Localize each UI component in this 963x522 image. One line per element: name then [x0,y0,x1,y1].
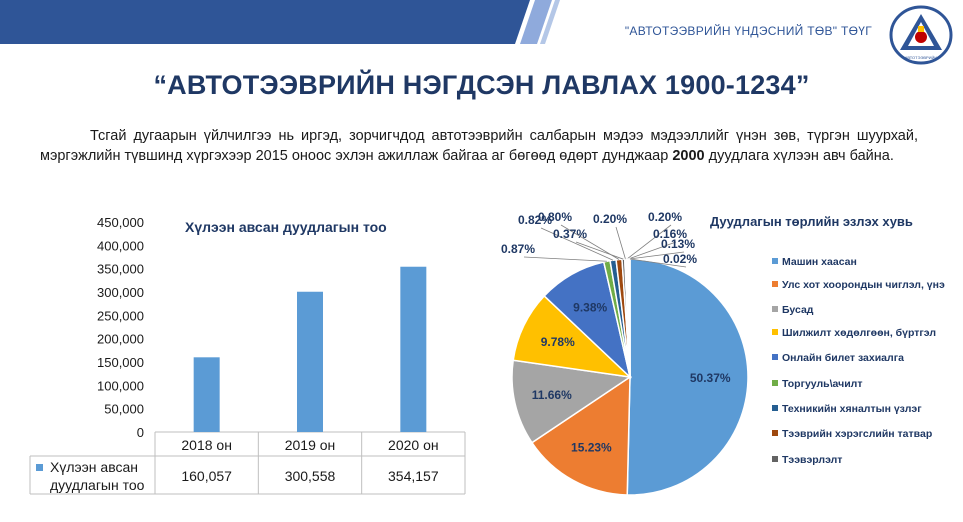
pie-legend-item: Техникийн хяналтын үзлэг [772,403,947,415]
pie-legend-swatch [772,258,778,264]
pie-slice-label: 0.16% [653,227,687,241]
pie-leader-line [615,226,626,260]
pie-slice [626,258,749,496]
pie-legend-swatch [772,306,778,312]
table-value: 354,157 [388,468,439,484]
series-legend-swatch [36,464,43,471]
intro-text-after: дуудлага хүлээн авч байна. [704,148,894,164]
bar [193,357,220,432]
pie-legend-swatch [772,329,778,335]
x-category-label: 2020 он [388,437,439,453]
pie-chart: 50.37%15.23%11.66%9.78%9.38%0.87%0.82%0.… [501,210,749,496]
header-bands [0,0,560,44]
series-legend-label: Хүлээн авсан [50,459,138,475]
y-tick-label: 350,000 [97,262,144,277]
pie-legend-item: Торгууль\ачилт [772,378,947,390]
pie-legend-item: Тээврийн хэрэгслийн татвар [772,428,947,440]
y-tick-label: 250,000 [97,308,144,323]
pie-legend-swatch [772,354,778,360]
table-value: 160,057 [181,468,232,484]
pie-slice [511,359,633,444]
pie-slice-label: 11.66% [532,388,572,402]
pie-legend-label: Онлайн билет захиалга [782,352,904,364]
pie-legend-swatch [772,405,778,411]
pie-slice-label: 0.13% [661,237,695,251]
pie-slice-label: 0.87% [501,242,535,256]
pie-legend-item: Тээвэрлэлт [772,454,947,466]
intro-highlight: 2000 [672,148,705,164]
pie-legend-item: Улс хот хоорондын чиглэл, үнэ [772,279,947,291]
header-band-light-2 [540,0,560,44]
bar [297,291,323,432]
table-value: 300,558 [285,468,336,484]
pie-legend-label: Шилжилт хөдөлгөөн, бүртгэл [782,327,937,339]
pie-slice-label: 0.20% [593,212,627,226]
pie-legend-swatch [772,281,778,287]
pie-legend-label: Торгууль\ачилт [782,378,863,390]
page-title: “АВТОТЭЭВРИЙН НЭГДСЭН ЛАВЛАХ 1900-1234” [153,70,810,100]
pie-slice [512,294,633,379]
pie-slice-label: 0.20% [648,210,682,224]
pie-slice-label: 0.82% [518,213,552,227]
y-tick-label: 50,000 [104,402,144,417]
pie-chart-title: Дуудлагын төрлийн эзлэх хувь [710,214,913,229]
y-tick-label: 400,000 [97,238,144,253]
org-name: "АВТОТЭЭВРИЙН ҮНДЭСНИЙ ТӨВ" ТӨҮГ [624,24,872,38]
bar [400,266,427,432]
series-legend-label: дуудлагын тоо [50,477,145,493]
pie-slice-label: 0.02% [663,252,697,266]
pie-slice-label: 0.37% [553,227,587,241]
x-category-label: 2019 он [285,437,336,453]
pie-slice-label: 15.23% [571,440,612,454]
intro-text-before: Тсгай дугаарын үйлчилгээ нь иргэд, зорчи… [40,128,918,164]
pie-legend-label: Тээвэрлэлт [782,454,843,466]
pie-slice-label: 9.78% [541,335,575,349]
y-tick-label: 150,000 [97,355,144,370]
logo-text: АВТОТЭЭВРИЙН [905,55,938,60]
y-tick-label: 450,000 [97,215,144,230]
pie-legend-label: Техникийн хяналтын үзлэг [782,403,922,415]
pie-legend-label: Улс хот хоорондын чиглэл, үнэ [782,279,945,291]
intro-paragraph: Тсгай дугаарын үйлчилгээ нь иргэд, зорчи… [40,126,918,166]
header-band-dark [0,0,530,44]
pie-leader-line [626,224,672,260]
pie-leader-line [629,258,687,268]
pie-slice [530,375,631,496]
bar-chart-title: Хүлээн авсан дуудлагын тоо [185,219,387,235]
pie-legend-swatch [772,380,778,386]
y-tick-label: 200,000 [97,332,144,347]
pie-leader-line [540,227,614,261]
pie-leader-line [628,241,677,260]
pie-legend-label: Тээврийн хэрэгслийн татвар [782,428,933,440]
pie-legend-item: Онлайн билет захиалга [772,352,947,364]
pie-legend-item: Машин хаасан [772,256,947,268]
y-tick-label: 0 [137,425,144,440]
pie-slice-label: 9.38% [573,300,607,314]
header-band-light [520,0,552,44]
y-tick-label: 100,000 [97,378,144,393]
y-tick-label: 300,000 [97,285,144,300]
org-logo-icon: АВТОТЭЭВРИЙН [889,5,953,65]
bar-chart: 0 50,000 100,000 150,000 200,000 250,000 300,0… [29,215,466,495]
pie-legend-item: Бусад [772,304,947,316]
pie-legend-item: Шилжилт хөдөлгөөн, бүртгэл [772,327,947,339]
pie-legend-swatch [772,456,778,462]
pie-slice-label: 50.37% [690,371,731,385]
pie-leader-line [575,241,624,260]
pie-legend-label: Машин хаасан [782,256,857,268]
pie-legend-swatch [772,430,778,436]
pie-leader-line [523,256,607,262]
pie-slice-label: 0.80% [538,210,572,224]
pie-leader-line [629,251,685,260]
x-category-label: 2018 он [181,437,232,453]
pie-legend-label: Бусад [782,304,814,316]
